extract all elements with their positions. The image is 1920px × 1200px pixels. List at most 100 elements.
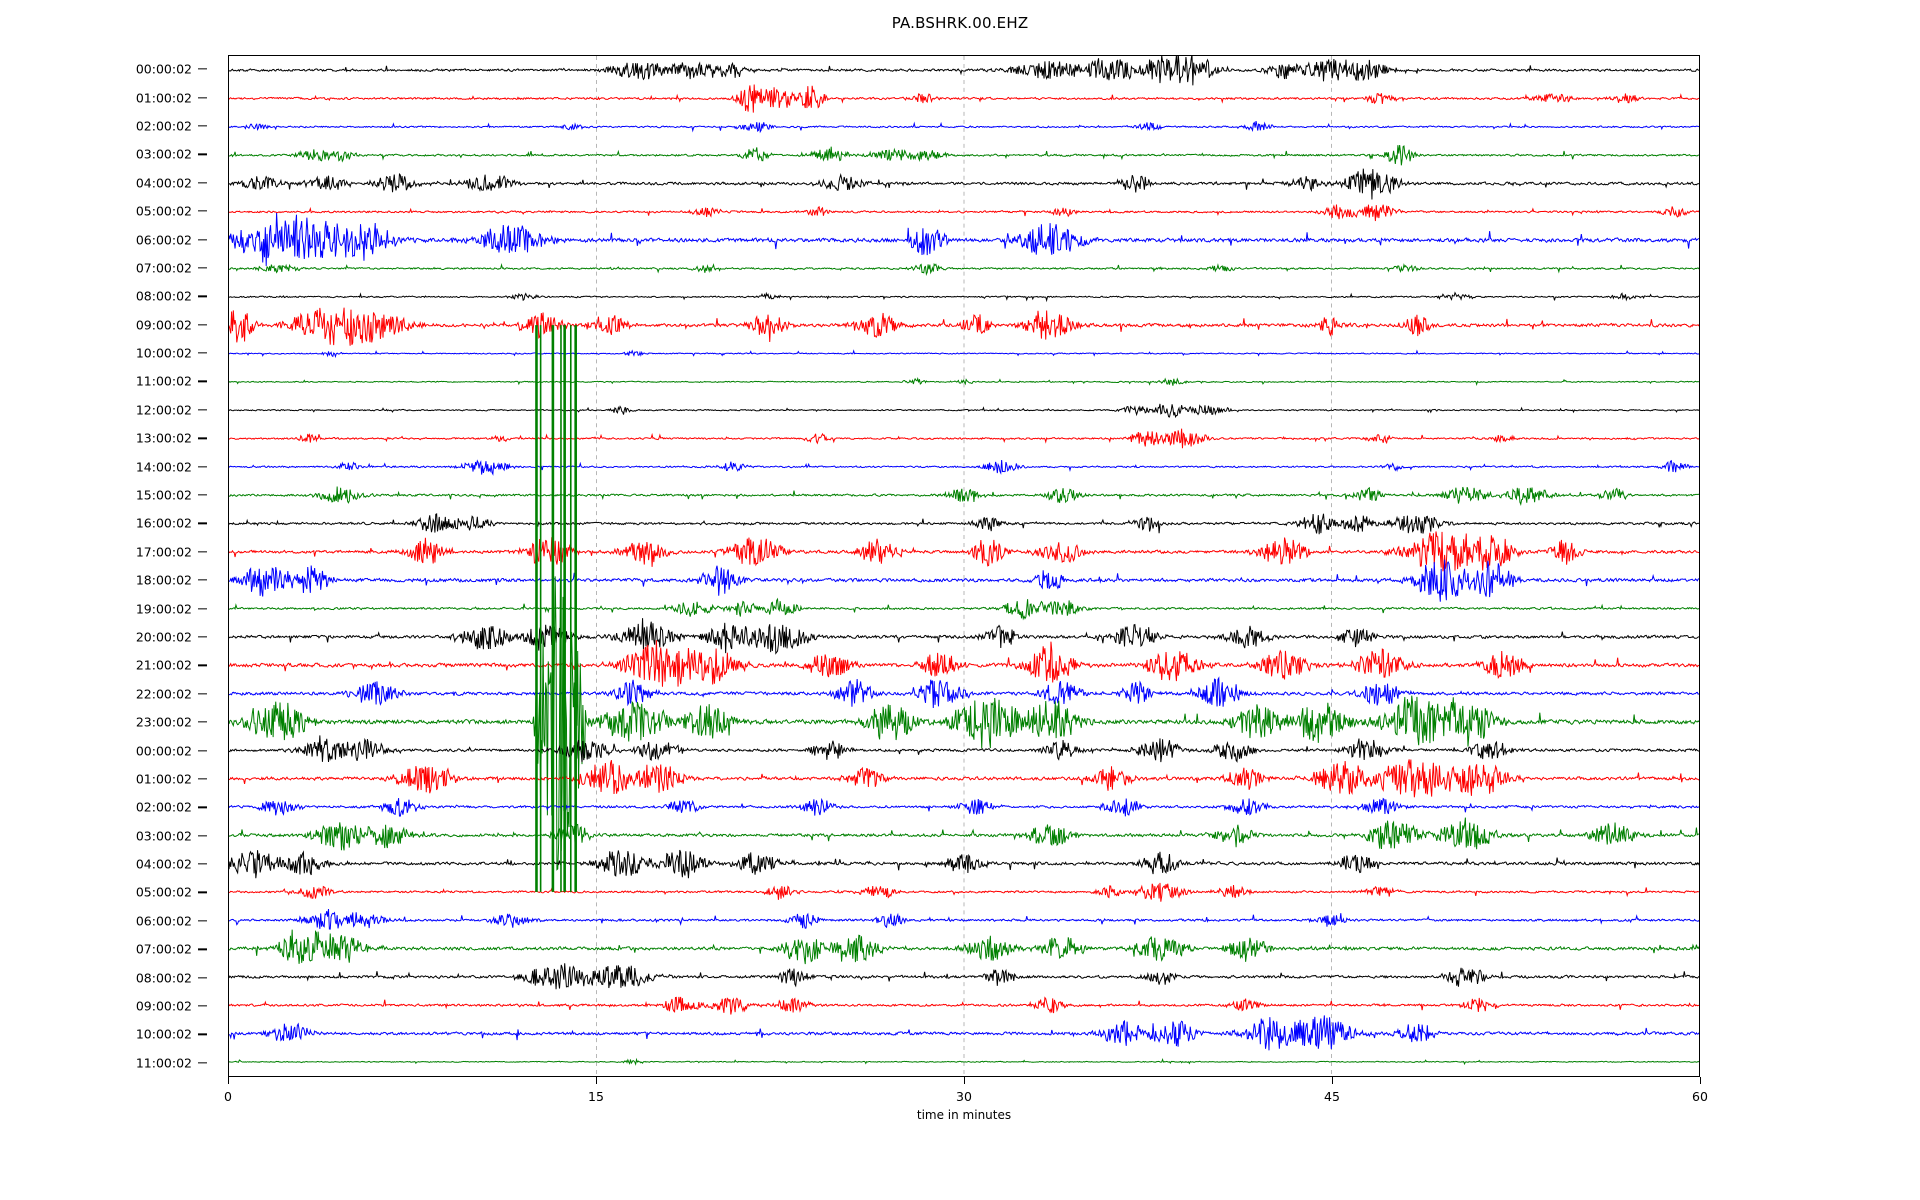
y-tick-mark xyxy=(198,409,207,411)
y-tick-mark xyxy=(198,835,207,837)
y-tick-label: 17:00:02 xyxy=(135,544,192,560)
y-tick-mark xyxy=(198,863,207,865)
y-tick-label: 08:00:02 xyxy=(135,288,192,304)
y-tick-label: 04:00:02 xyxy=(135,175,192,191)
x-tick-mark xyxy=(1332,1077,1334,1084)
y-tick-mark xyxy=(198,749,207,752)
y-tick-mark xyxy=(198,437,207,439)
waveform-trace xyxy=(229,735,1699,762)
waveform-trace xyxy=(229,308,1699,346)
waveform-trace xyxy=(229,56,1699,85)
x-tick-label: 0 xyxy=(224,1089,232,1104)
x-tick-mark xyxy=(1700,1077,1702,1084)
waveform-trace xyxy=(229,145,1699,165)
y-tick-label: 04:00:02 xyxy=(135,856,192,872)
waveform-traces xyxy=(229,56,1699,1076)
waveform-trace xyxy=(229,759,1699,797)
y-tick-label: 18:00:02 xyxy=(135,572,192,588)
y-tick-label: 14:00:02 xyxy=(135,459,192,475)
y-tick-mark xyxy=(198,920,207,922)
y-tick-label: 05:00:02 xyxy=(135,884,192,900)
x-tick-label: 30 xyxy=(956,1089,972,1104)
x-tick-mark xyxy=(596,1077,598,1084)
y-tick-label: 00:00:02 xyxy=(135,743,192,759)
y-tick-mark xyxy=(198,721,207,723)
waveform-trace xyxy=(229,169,1699,200)
waveform-trace xyxy=(229,560,1699,602)
waveform-trace xyxy=(229,618,1699,653)
y-tick-mark xyxy=(198,778,207,780)
waveform-trace xyxy=(229,121,1699,132)
y-tick-mark xyxy=(198,579,207,581)
x-tick-mark xyxy=(964,1077,966,1084)
y-tick-mark xyxy=(198,96,207,99)
y-tick-mark xyxy=(198,976,207,979)
y-tick-mark xyxy=(198,806,207,808)
y-tick-label: 05:00:02 xyxy=(135,203,192,219)
waveform-trace xyxy=(229,293,1699,301)
y-tick-label: 12:00:02 xyxy=(135,402,192,418)
y-tick-label: 10:00:02 xyxy=(135,345,192,361)
waveform-trace xyxy=(229,429,1699,449)
y-tick-label: 20:00:02 xyxy=(135,629,192,645)
waveform-trace xyxy=(229,264,1699,274)
waveform-trace xyxy=(229,205,1699,221)
y-tick-label: 01:00:02 xyxy=(135,771,192,787)
y-tick-mark xyxy=(198,607,207,610)
waveform-trace xyxy=(229,930,1699,964)
y-tick-mark xyxy=(198,182,207,184)
waveform-trace xyxy=(229,963,1699,989)
y-tick-mark xyxy=(198,295,207,297)
waveform-trace xyxy=(229,576,1699,869)
y-tick-mark xyxy=(198,494,207,496)
waveform-trace xyxy=(229,351,1699,357)
x-tick-label: 60 xyxy=(1692,1089,1708,1104)
waveform-trace xyxy=(229,883,1699,902)
y-tick-mark xyxy=(198,267,207,269)
waveform-trace xyxy=(229,798,1699,816)
x-axis-labels: 0 15 30 45 60 xyxy=(224,1077,1708,1117)
y-tick-mark xyxy=(198,891,207,894)
x-axis-title: time in minutes xyxy=(916,1108,1012,1122)
y-tick-mark xyxy=(198,948,207,950)
waveform-trace xyxy=(229,213,1699,266)
y-tick-label: 07:00:02 xyxy=(135,260,192,276)
waveform-trace xyxy=(229,531,1699,571)
y-tick-label: 01:00:02 xyxy=(135,90,192,106)
y-tick-label: 07:00:02 xyxy=(135,941,192,957)
y-tick-label: 06:00:02 xyxy=(135,913,192,929)
waveform-trace xyxy=(229,997,1699,1015)
waveform-trace xyxy=(229,487,1699,505)
y-tick-mark xyxy=(198,636,207,638)
y-tick-label: 06:00:02 xyxy=(135,232,192,248)
waveform-trace xyxy=(229,678,1699,708)
y-tick-mark xyxy=(198,210,207,212)
y-tick-mark xyxy=(198,238,207,241)
waveform-trace xyxy=(229,379,1699,386)
waveform-trace xyxy=(229,460,1699,475)
y-axis-labels: 00:00:02 01:00:02 02:00:02 03:00:02 04:00:02… xyxy=(0,55,228,1077)
y-tick-label: 16:00:02 xyxy=(135,515,192,531)
y-tick-label: 21:00:02 xyxy=(135,657,192,673)
y-tick-label: 10:00:02 xyxy=(135,1026,192,1042)
y-tick-label: 08:00:02 xyxy=(135,970,192,986)
y-tick-mark xyxy=(198,1005,207,1007)
y-tick-label: 09:00:02 xyxy=(135,998,192,1014)
y-tick-label: 02:00:02 xyxy=(135,799,192,815)
y-tick-mark xyxy=(198,68,207,70)
waveform-trace xyxy=(229,640,1699,687)
y-tick-label: 00:00:02 xyxy=(135,61,192,77)
y-tick-mark xyxy=(198,465,207,468)
x-tick-label: 45 xyxy=(1324,1089,1340,1104)
y-tick-label: 22:00:02 xyxy=(135,686,192,702)
y-tick-label: 19:00:02 xyxy=(135,601,192,617)
y-tick-mark xyxy=(198,1062,207,1064)
waveform-trace xyxy=(229,909,1699,929)
y-tick-label: 13:00:02 xyxy=(135,430,192,446)
y-tick-label: 09:00:02 xyxy=(135,317,192,333)
y-tick-mark xyxy=(198,522,207,525)
plot-area xyxy=(228,55,1700,1077)
waveform-trace xyxy=(229,85,1699,113)
y-tick-label: 15:00:02 xyxy=(135,487,192,503)
